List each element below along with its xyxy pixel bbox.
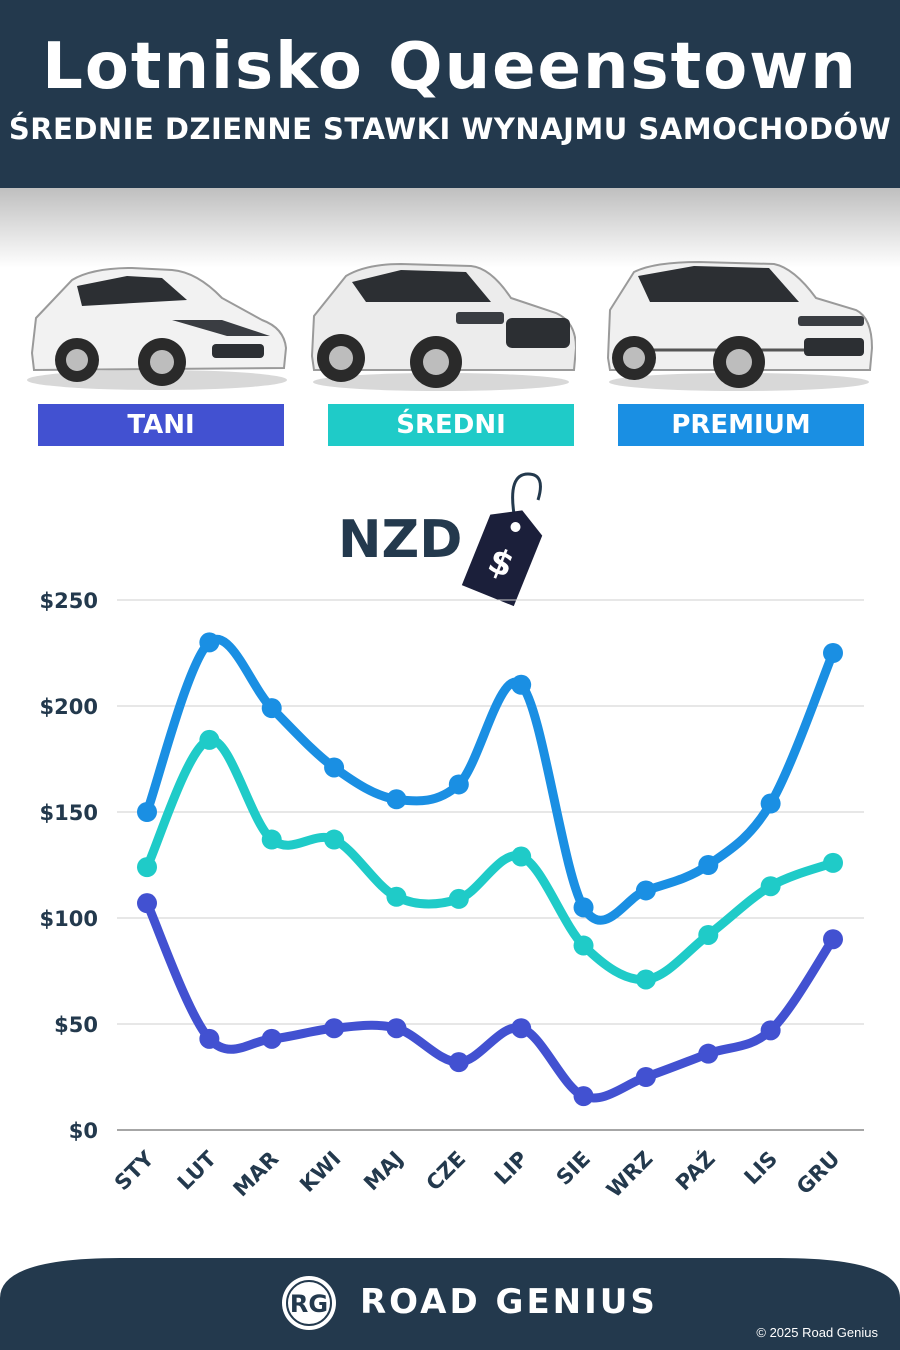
suv-car-icon	[310, 262, 576, 391]
header-shadow	[0, 188, 900, 268]
data-point	[386, 1018, 407, 1039]
data-point	[511, 1018, 532, 1039]
x-tick-label: LIS	[740, 1147, 783, 1190]
data-point	[324, 1018, 345, 1039]
data-point	[635, 969, 656, 990]
x-tick-label: MAR	[229, 1147, 284, 1202]
data-point	[573, 1086, 594, 1107]
data-point	[511, 846, 532, 867]
data-point	[199, 632, 220, 653]
data-point	[573, 935, 594, 956]
data-point	[573, 897, 594, 918]
data-point	[324, 757, 345, 778]
line-chart: $0 $50 $100 $150 $200 $250 STY LUT MAR KWI MAJ CZE L…	[40, 589, 864, 1203]
copyright: © 2025 Road Genius	[756, 1325, 878, 1340]
y-tick-label: $250	[40, 589, 98, 613]
data-point	[823, 929, 843, 950]
page-subtitle: ŚREDNIE DZIENNE STAWKI WYNAJMU SAMOCHODÓ…	[8, 112, 892, 146]
series-line	[142, 735, 838, 984]
y-tick-label: $0	[69, 1119, 98, 1143]
data-point	[760, 1020, 781, 1041]
y-tick-label: $200	[40, 695, 98, 719]
logo-text: RG	[290, 1290, 328, 1318]
x-tick-label: STY	[110, 1146, 159, 1195]
data-point	[698, 1043, 719, 1064]
data-point	[137, 802, 157, 822]
x-tick-label: LIP	[490, 1147, 533, 1190]
data-point	[199, 729, 220, 750]
x-tick-label: MAJ	[359, 1147, 408, 1196]
data-point	[261, 829, 282, 850]
data-point	[448, 774, 469, 795]
data-point	[760, 793, 781, 814]
data-point	[635, 880, 656, 901]
x-tick-label: WRZ	[602, 1147, 658, 1203]
data-point	[386, 789, 407, 810]
x-tick-label: SIE	[552, 1147, 595, 1190]
y-tick-label: $50	[54, 1013, 98, 1037]
data-point	[760, 876, 781, 897]
footer-bar	[0, 1258, 900, 1350]
data-point	[386, 886, 407, 907]
data-point	[698, 924, 719, 945]
data-point	[261, 1028, 282, 1049]
x-tick-label: GRU	[792, 1147, 845, 1200]
x-tick-label: KWI	[295, 1147, 345, 1197]
category-label-sredni: ŚREDNI	[328, 404, 574, 446]
data-point	[823, 643, 843, 663]
page-title: Lotnisko Queenstown	[42, 30, 858, 104]
data-point	[823, 852, 843, 873]
luxury-suv-car-icon	[606, 260, 874, 391]
data-point	[199, 1028, 220, 1049]
series-line	[142, 635, 838, 925]
road-genius-logo-icon: RG	[282, 1276, 336, 1330]
data-point	[261, 698, 282, 719]
hatchback-car-icon	[27, 266, 288, 390]
x-tick-label: CZE	[422, 1147, 471, 1196]
category-label-premium: PREMIUM	[618, 404, 864, 446]
currency-label: NZD	[338, 510, 463, 570]
header-banner: Lotnisko Queenstown ŚREDNIE DZIENNE STAW…	[0, 0, 900, 188]
data-point	[324, 829, 345, 850]
data-point	[511, 674, 532, 695]
data-point	[137, 857, 157, 878]
x-tick-label: PAŹ	[670, 1146, 719, 1195]
price-tag-icon: $	[461, 472, 543, 607]
data-point	[137, 893, 157, 914]
y-tick-label: $100	[40, 907, 98, 931]
data-point	[448, 888, 469, 909]
series-line	[142, 898, 838, 1103]
x-tick-label: LUT	[173, 1146, 222, 1195]
data-point	[448, 1052, 469, 1073]
y-tick-label: $150	[40, 801, 98, 825]
data-point	[635, 1067, 656, 1087]
brand-name: ROAD GENIUS	[360, 1282, 658, 1322]
data-point	[698, 855, 719, 875]
category-label-tani: TANI	[38, 404, 284, 446]
